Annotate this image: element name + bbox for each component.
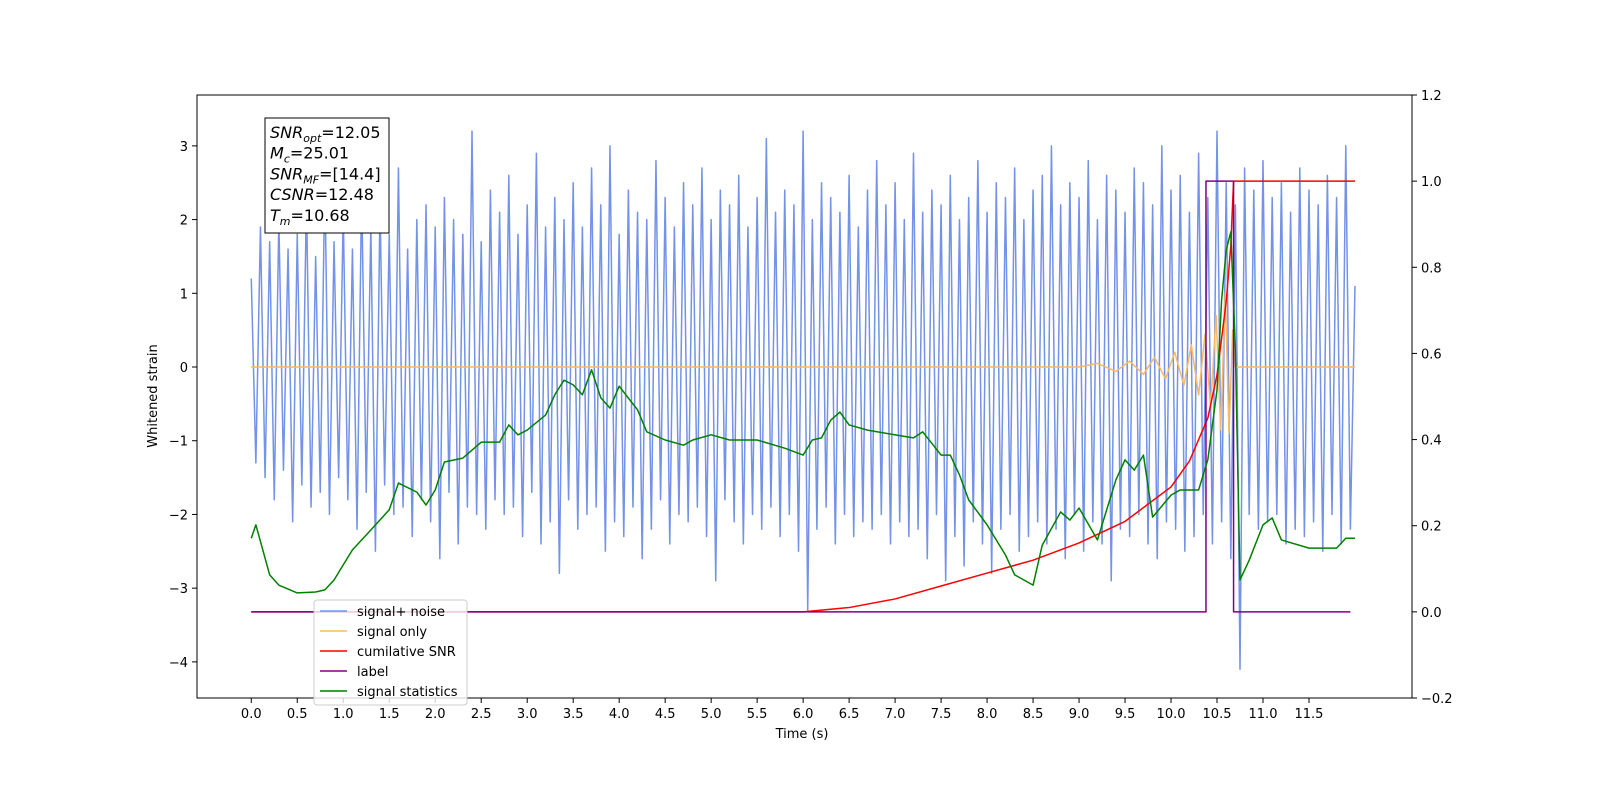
y2-tick-label: 0.2 bbox=[1421, 520, 1442, 535]
annotation-sub: MF bbox=[303, 173, 319, 186]
annotation-value: =25.01 bbox=[290, 144, 349, 163]
x-tick-label: 6.0 bbox=[793, 707, 814, 722]
series-line bbox=[251, 292, 1355, 435]
y-tick-label: 3 bbox=[180, 140, 188, 155]
x-tick-label: 4.5 bbox=[655, 707, 676, 722]
axes: 0.0 0.5 1.0 1.5 2.0 2.5 3.0 3.5 4.0 4.5 5.0 5.5 6.0 6… bbox=[169, 89, 1453, 722]
x-tick-label: 0.5 bbox=[287, 707, 308, 722]
x-tick-label: 11.5 bbox=[1295, 707, 1324, 722]
series-line bbox=[251, 180, 1351, 613]
annotation-value: =10.68 bbox=[291, 206, 350, 225]
x-tick-label: 5.0 bbox=[701, 707, 722, 722]
x-tick-label: 7.5 bbox=[931, 707, 952, 722]
series-line bbox=[250, 231, 1355, 594]
annotation-sub: opt bbox=[303, 132, 322, 145]
legend-label: signal+ noise bbox=[357, 605, 445, 620]
y2-tick-label: 0.4 bbox=[1421, 434, 1442, 449]
annotation-line: CSNR=12.48 bbox=[270, 185, 374, 204]
x-tick-label: 2.0 bbox=[425, 707, 446, 722]
x-tick-label: 0.0 bbox=[241, 707, 262, 722]
annotation-name: CSNR bbox=[270, 185, 315, 204]
annotation-value: =12.05 bbox=[321, 123, 380, 142]
x-tick-label: 10.0 bbox=[1157, 707, 1186, 722]
y2-tick-label: 0.8 bbox=[1421, 261, 1442, 276]
annotation-name: M bbox=[270, 144, 284, 163]
y2-tick-label: −0.2 bbox=[1421, 692, 1453, 707]
y-tick-label: 0 bbox=[180, 361, 188, 376]
y-tick-label: 1 bbox=[180, 287, 188, 302]
x-tick-label: 2.5 bbox=[471, 707, 492, 722]
x-tick-label: 4.0 bbox=[609, 707, 630, 722]
y-tick-label: −4 bbox=[169, 656, 188, 671]
annotation-box bbox=[264, 117, 390, 234]
y-tick-label: −1 bbox=[169, 435, 188, 450]
legend: signal+ noise signal only cumilative SNR la… bbox=[313, 599, 468, 706]
legend-label: label bbox=[357, 665, 388, 680]
y2-tick-label: 1.2 bbox=[1421, 89, 1442, 104]
annotation-value: =[14.4] bbox=[319, 164, 381, 183]
series-line bbox=[251, 180, 1355, 613]
annotation-sub: c bbox=[284, 153, 290, 166]
x-tick-label: 10.5 bbox=[1203, 707, 1232, 722]
annotation-line: SNRopt=12.05 bbox=[270, 123, 381, 145]
series-line bbox=[250, 130, 1356, 670]
y-tick-label: 2 bbox=[180, 214, 188, 229]
x-tick-label: 1.0 bbox=[333, 707, 354, 722]
y-tick-label: −2 bbox=[169, 508, 188, 523]
annotation-name: SNR bbox=[270, 164, 303, 183]
x-tick-label: 3.5 bbox=[563, 707, 584, 722]
legend-label: cumilative SNR bbox=[357, 645, 456, 660]
annotation-name: SNR bbox=[270, 123, 303, 142]
x-tick-label: 7.0 bbox=[885, 707, 906, 722]
annotation: SNRopt=12.05Mc=25.01SNRMF=[14.4]CSNR=12.… bbox=[270, 123, 381, 228]
y2-tick-label: 0.6 bbox=[1421, 347, 1442, 362]
x-tick-label: 6.5 bbox=[839, 707, 860, 722]
y-tick-label: −3 bbox=[169, 582, 188, 597]
legend-label: signal only bbox=[357, 625, 427, 640]
x-tick-label: 9.5 bbox=[1115, 707, 1136, 722]
annotation-sub: m bbox=[280, 215, 291, 228]
y2-tick-label: 0.0 bbox=[1421, 606, 1442, 621]
x-axis-label: Time (s) bbox=[775, 727, 829, 742]
annotation-name: T bbox=[270, 206, 281, 225]
legend-label: signal statistics bbox=[357, 685, 458, 700]
y-axis-label: Whitened strain bbox=[146, 344, 161, 447]
x-tick-label: 11.0 bbox=[1249, 707, 1278, 722]
legend-frame bbox=[313, 599, 468, 706]
annotation-line: Mc=25.01 bbox=[270, 144, 349, 166]
x-tick-label: 3.0 bbox=[517, 707, 538, 722]
x-tick-label: 8.5 bbox=[1023, 707, 1044, 722]
axes-frame bbox=[196, 94, 1413, 699]
x-tick-label: 5.5 bbox=[747, 707, 768, 722]
annotation-line: SNRMF=[14.4] bbox=[270, 164, 381, 186]
plot-area bbox=[250, 130, 1356, 670]
y2-tick-label: 1.0 bbox=[1421, 175, 1442, 190]
x-tick-label: 8.0 bbox=[977, 707, 998, 722]
x-tick-label: 9.0 bbox=[1069, 707, 1090, 722]
annotation-value: =12.48 bbox=[315, 185, 374, 204]
x-tick-label: 1.5 bbox=[379, 707, 400, 722]
annotation-line: Tm=10.68 bbox=[270, 206, 350, 228]
